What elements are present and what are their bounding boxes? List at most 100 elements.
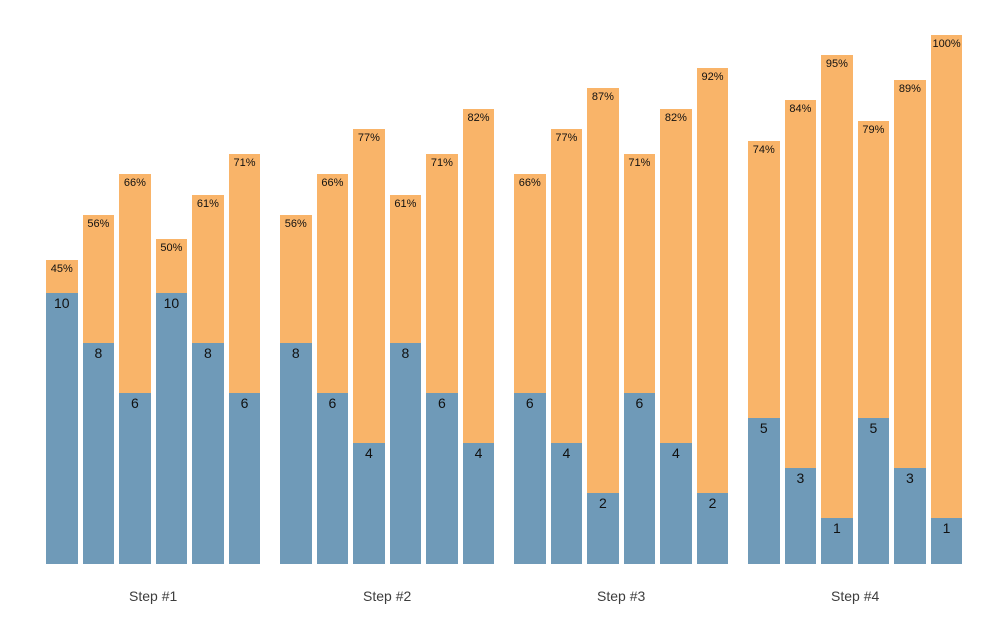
bar: 71% 6	[623, 154, 656, 564]
group-label: Step #3	[597, 588, 646, 604]
top-segment: 61%	[192, 195, 224, 343]
top-segment: 74%	[748, 141, 780, 418]
bottom-segment: 6	[316, 393, 349, 564]
percent-label: 56%	[284, 218, 307, 230]
percent-label: 71%	[430, 157, 453, 169]
top-segment: 71%	[426, 154, 458, 393]
top-segment: 89%	[894, 80, 926, 468]
group-label: Step #2	[363, 588, 412, 604]
bottom-segment: 4	[660, 443, 692, 564]
top-segment: 87%	[587, 88, 619, 493]
value-label: 5	[759, 420, 768, 436]
bar: 95% 1	[821, 55, 853, 564]
bar: 82% 4	[462, 109, 495, 564]
bar: 66% 6	[316, 174, 349, 564]
bar: 100% 1	[930, 35, 963, 564]
bar: 61% 8	[389, 195, 422, 564]
percent-label: 74%	[752, 144, 775, 156]
bottom-segment: 8	[192, 343, 224, 564]
bottom-segment: 6	[514, 393, 546, 564]
bottom-segment: 5	[748, 418, 780, 564]
bar: 66% 6	[514, 174, 546, 564]
bar: 79% 5	[857, 121, 890, 564]
bottom-segment: 6	[426, 393, 458, 564]
percent-label: 61%	[394, 198, 417, 210]
bottom-segment: 6	[228, 393, 261, 564]
top-segment: 100%	[930, 35, 963, 518]
value-label: 8	[94, 345, 103, 361]
percent-label: 61%	[196, 198, 219, 210]
bar: 84% 3	[784, 100, 817, 564]
bar: 92% 2	[696, 68, 729, 564]
top-segment: 82%	[462, 109, 495, 443]
top-segment: 71%	[228, 154, 261, 393]
bottom-segment: 8	[82, 343, 115, 564]
bottom-segment: 8	[280, 343, 312, 564]
percent-label: 66%	[518, 177, 541, 189]
bar: 45% 10	[46, 260, 78, 564]
top-segment: 45%	[46, 260, 78, 293]
top-segment: 56%	[82, 215, 115, 343]
percent-label: 71%	[233, 157, 256, 169]
percent-label: 89%	[898, 83, 921, 95]
top-segment: 92%	[696, 68, 729, 493]
value-label: 8	[401, 345, 410, 361]
bar: 74% 5	[748, 141, 780, 564]
value-label: 5	[869, 420, 878, 436]
percent-label: 92%	[701, 71, 724, 83]
bottom-segment: 3	[784, 468, 817, 564]
value-label: 3	[906, 470, 914, 486]
top-segment: 71%	[623, 154, 656, 393]
value-label: 6	[438, 395, 446, 411]
percent-label: 50%	[160, 242, 183, 254]
top-segment: 82%	[660, 109, 692, 443]
bottom-segment: 6	[623, 393, 656, 564]
percent-label: 84%	[789, 103, 812, 115]
value-label: 4	[562, 445, 571, 461]
value-label: 4	[474, 445, 483, 461]
group-label: Step #1	[129, 588, 178, 604]
bar: 77% 4	[353, 129, 385, 564]
percent-label: 77%	[357, 132, 380, 144]
value-label: 6	[525, 395, 534, 411]
bottom-segment: 4	[462, 443, 495, 564]
top-segment: 95%	[821, 55, 853, 518]
bar: 71% 6	[228, 154, 261, 564]
group-label: Step #4	[831, 588, 880, 604]
percent-label: 71%	[628, 157, 651, 169]
percent-label: 56%	[87, 218, 110, 230]
top-segment: 77%	[353, 129, 385, 443]
bar: 89% 3	[894, 80, 926, 564]
value-label: 3	[796, 470, 805, 486]
bottom-segment: 5	[857, 418, 890, 564]
bottom-segment: 2	[587, 493, 619, 564]
value-label: 2	[708, 495, 717, 511]
percent-label: 100%	[932, 38, 961, 50]
top-segment: 61%	[389, 195, 422, 343]
value-label: 6	[328, 395, 337, 411]
top-segment: 66%	[316, 174, 349, 393]
top-segment: 84%	[784, 100, 817, 468]
value-label: 1	[942, 520, 951, 536]
value-label: 8	[291, 345, 300, 361]
percent-label: 66%	[321, 177, 344, 189]
bottom-segment: 10	[155, 293, 188, 564]
percent-label: 45%	[50, 263, 73, 275]
bottom-segment: 1	[821, 518, 853, 564]
top-segment: 77%	[550, 129, 583, 443]
bottom-segment: 4	[353, 443, 385, 564]
percent-label: 77%	[555, 132, 578, 144]
bar: 56% 8	[280, 215, 312, 564]
value-label: 10	[163, 295, 180, 311]
value-label: 10	[53, 295, 70, 311]
percent-label: 82%	[664, 112, 687, 124]
percent-label: 82%	[467, 112, 490, 124]
bar: 56% 8	[82, 215, 115, 564]
top-segment: 79%	[857, 121, 890, 418]
bottom-segment: 4	[550, 443, 583, 564]
value-label: 4	[364, 445, 373, 461]
value-label: 2	[598, 495, 607, 511]
top-segment: 66%	[119, 174, 151, 393]
top-segment: 66%	[514, 174, 546, 393]
